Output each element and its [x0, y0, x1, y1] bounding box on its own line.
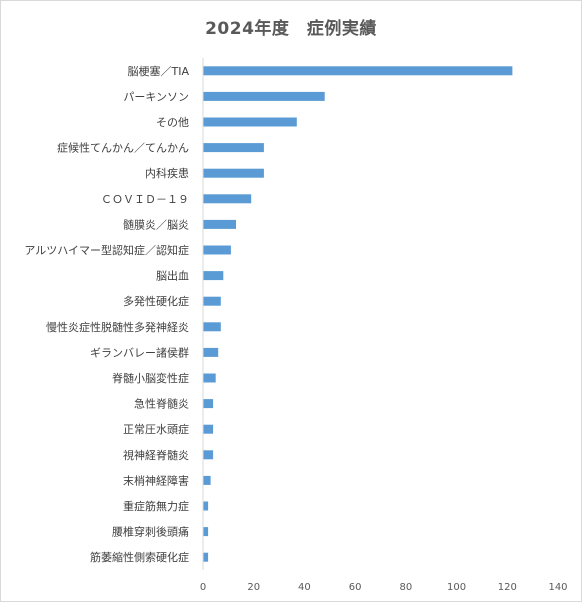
category-label-12: 脊髄小脳変性症	[112, 371, 189, 385]
bar-17	[203, 501, 209, 511]
bar-19	[203, 552, 209, 562]
bar-9	[203, 296, 221, 306]
category-label-8: 脳出血	[156, 269, 189, 283]
bar-12	[203, 373, 216, 383]
bar-8	[203, 271, 224, 281]
category-label-6: 髄膜炎／脳炎	[123, 217, 189, 231]
bar-5	[203, 194, 252, 204]
bar-3	[203, 143, 264, 153]
bar-15	[203, 450, 214, 460]
category-label-2: その他	[156, 116, 189, 129]
x-tick-label-2: 40	[298, 582, 311, 593]
category-label-13: 急性脊髄炎	[134, 397, 189, 411]
category-label-16: 末梢神経障害	[123, 473, 189, 487]
category-label-19: 筋萎縮性側索硬化症	[90, 550, 189, 564]
x-tick-label-6: 120	[498, 582, 517, 593]
bar-7	[203, 245, 231, 255]
category-label-4: 内科疾患	[145, 166, 189, 180]
category-label-0: 脳梗塞／TIA	[128, 64, 190, 78]
x-tick-label-7: 140	[548, 582, 567, 593]
category-label-18: 腰椎穿刺後頭痛	[112, 525, 189, 539]
category-label-3: 症候性てんかん／てんかん	[57, 141, 189, 155]
chart-title: 2024年度 症例実績	[205, 19, 377, 39]
x-tick-label-3: 60	[349, 582, 362, 593]
bar-13	[203, 399, 214, 409]
bar-1	[203, 91, 325, 101]
bar-14	[203, 424, 214, 434]
bar-16	[203, 475, 211, 485]
bar-10	[203, 322, 221, 332]
x-tick-label-0: 0	[200, 582, 206, 593]
bar-2	[203, 117, 297, 127]
bar-0	[203, 66, 513, 76]
bar-6	[203, 219, 236, 229]
category-label-17: 重症筋無力症	[123, 499, 189, 513]
bar-11	[203, 347, 219, 357]
category-label-10: 慢性炎症性脱髄性多発神経炎	[46, 320, 189, 334]
category-label-1: パーキンソン	[123, 90, 189, 103]
category-label-14: 正常圧水頭症	[123, 422, 189, 436]
bar-4	[203, 168, 264, 178]
category-label-9: 多発性硬化症	[123, 294, 189, 308]
x-tick-label-1: 20	[247, 582, 260, 593]
x-tick-label-5: 100	[447, 582, 466, 593]
category-label-15: 視神経脊髄炎	[123, 448, 189, 462]
category-label-5: ＣＯＶＩＤ－１９	[101, 193, 189, 206]
x-tick-label-4: 80	[400, 582, 413, 593]
bar-18	[203, 527, 209, 537]
category-label-11: ギランバレー諸侯群	[90, 345, 189, 359]
category-label-7: アルツハイマー型認知症／認知症	[24, 243, 189, 257]
